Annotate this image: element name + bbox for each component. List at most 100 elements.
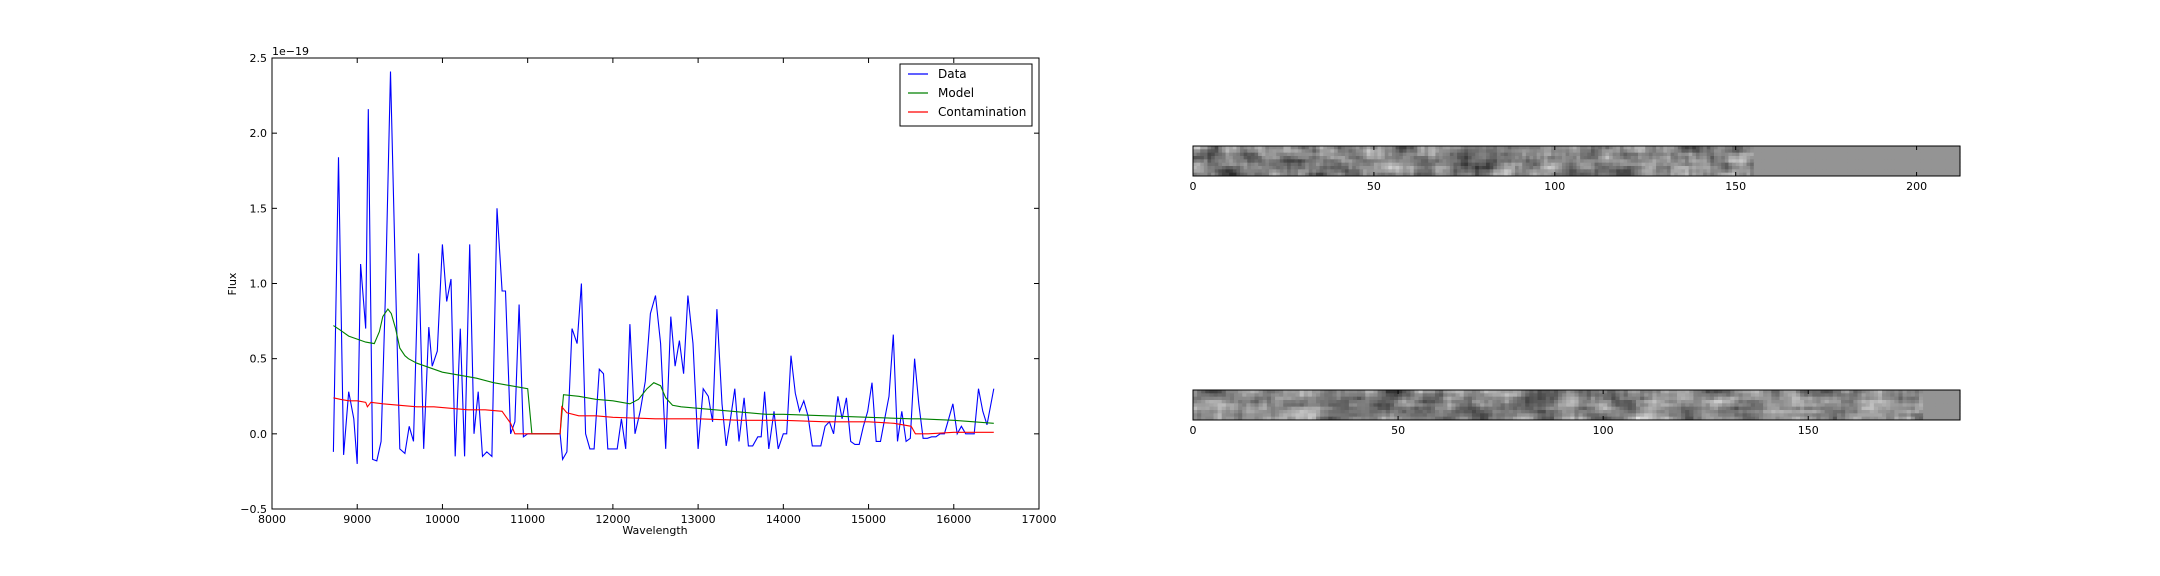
image-pixel xyxy=(1410,403,1416,408)
image-pixel xyxy=(1951,416,1957,421)
image-pixel xyxy=(1525,406,1530,411)
image-pixel xyxy=(1197,403,1202,408)
image-pixel xyxy=(1590,413,1596,418)
image-pixel xyxy=(1558,410,1563,414)
image-pixel xyxy=(1656,400,1662,404)
image-pixel xyxy=(1303,410,1309,414)
image-pixel xyxy=(1196,156,1201,160)
image-pixel xyxy=(1828,416,1834,421)
image-pixel xyxy=(1398,413,1403,418)
image-pixel xyxy=(1214,162,1219,167)
image-pixel xyxy=(1507,152,1512,157)
image-pixel xyxy=(1955,400,1961,404)
image-pixel xyxy=(1543,149,1549,154)
x-tick-label: 14000 xyxy=(766,513,801,526)
image-pixel xyxy=(1829,149,1834,154)
image-pixel xyxy=(1746,403,1752,408)
image-pixel xyxy=(1730,410,1736,414)
image-pixel xyxy=(1706,156,1711,160)
image-pixel xyxy=(1811,162,1816,167)
image-pixel xyxy=(1486,169,1491,174)
image-pixel xyxy=(1493,152,1498,157)
image-pixel xyxy=(1565,149,1570,154)
image-pixel xyxy=(1869,152,1874,157)
image-pixel xyxy=(1525,162,1531,167)
image-pixel xyxy=(1775,416,1781,421)
image-pixel xyxy=(1377,390,1383,394)
image-pixel xyxy=(1713,146,1719,150)
image-pixel xyxy=(1634,162,1639,167)
image-pixel xyxy=(1757,149,1762,154)
image-pixel xyxy=(1645,152,1650,157)
image-pixel xyxy=(1603,413,1608,418)
image-pixel xyxy=(1902,156,1907,160)
image-pixel xyxy=(1703,156,1708,160)
image-pixel xyxy=(1851,156,1856,160)
image-pixel xyxy=(1422,400,1428,404)
image-pixel xyxy=(1587,152,1592,157)
image-pixel xyxy=(1734,413,1740,418)
image-pixel xyxy=(1453,149,1458,154)
image-pixel xyxy=(1330,152,1335,157)
image-pixel xyxy=(1493,169,1498,174)
image-pixel xyxy=(1728,159,1733,164)
image-pixel xyxy=(1594,156,1599,160)
image-pixel xyxy=(1311,403,1317,408)
image-pixel xyxy=(1945,152,1950,157)
image-pixel xyxy=(1369,396,1375,401)
image-pixel xyxy=(1949,149,1954,154)
image-pixel xyxy=(1366,166,1371,170)
image-pixel xyxy=(1303,393,1309,398)
image-pixel xyxy=(1200,166,1205,170)
image-pixel xyxy=(1648,406,1653,411)
image-pixel xyxy=(1517,403,1522,408)
image-pixel xyxy=(1898,393,1904,398)
image-pixel xyxy=(1952,162,1957,167)
image-pixel xyxy=(1666,162,1672,167)
image-pixel xyxy=(1330,169,1335,174)
image-pixel xyxy=(1229,166,1234,170)
image-pixel xyxy=(1764,162,1769,167)
image-pixel xyxy=(1541,410,1547,414)
image-pixel xyxy=(1844,159,1849,164)
image-pixel xyxy=(1328,393,1334,398)
image-pixel xyxy=(1717,162,1722,167)
image-pixel xyxy=(1623,162,1628,167)
x-tick-label: 16000 xyxy=(936,513,971,526)
image-pixel xyxy=(1605,156,1610,160)
image-pixel xyxy=(1865,410,1871,414)
image-pixel xyxy=(1276,169,1281,174)
image-pixel xyxy=(1943,413,1949,418)
image-pixel xyxy=(1905,162,1910,167)
image-pixel xyxy=(1920,172,1925,177)
image-pixel xyxy=(1341,172,1346,177)
image-pixel xyxy=(1800,390,1805,394)
image-pixel xyxy=(1348,390,1354,394)
image-pixel xyxy=(1434,396,1440,401)
image-pixel xyxy=(1482,146,1487,150)
image-pixel xyxy=(1894,403,1900,408)
image-pixel xyxy=(1446,159,1451,164)
image-pixel xyxy=(1549,413,1555,418)
image-pixel xyxy=(1295,393,1301,398)
image-pixel xyxy=(1689,403,1694,408)
image-pixel xyxy=(1393,390,1399,394)
image-pixel xyxy=(1283,390,1288,394)
image-pixel xyxy=(1463,390,1469,394)
image-pixel xyxy=(1323,172,1328,177)
image-pixel xyxy=(1786,166,1791,170)
image-pixel xyxy=(1337,166,1342,170)
image-pixel xyxy=(1537,410,1543,414)
image-pixel xyxy=(1541,400,1547,404)
image-pixel xyxy=(1236,152,1241,157)
image-pixel xyxy=(1793,159,1798,164)
image-pixel xyxy=(1221,410,1227,414)
image-pixel xyxy=(1599,413,1604,418)
image-pixel xyxy=(1833,149,1838,154)
image-x-tick-label: 50 xyxy=(1391,424,1405,437)
image-pixel xyxy=(1320,396,1325,401)
image-pixel xyxy=(1478,152,1484,157)
image-pixel xyxy=(1718,413,1723,418)
image-pixel xyxy=(1478,146,1484,150)
image-pixel xyxy=(1398,416,1403,421)
